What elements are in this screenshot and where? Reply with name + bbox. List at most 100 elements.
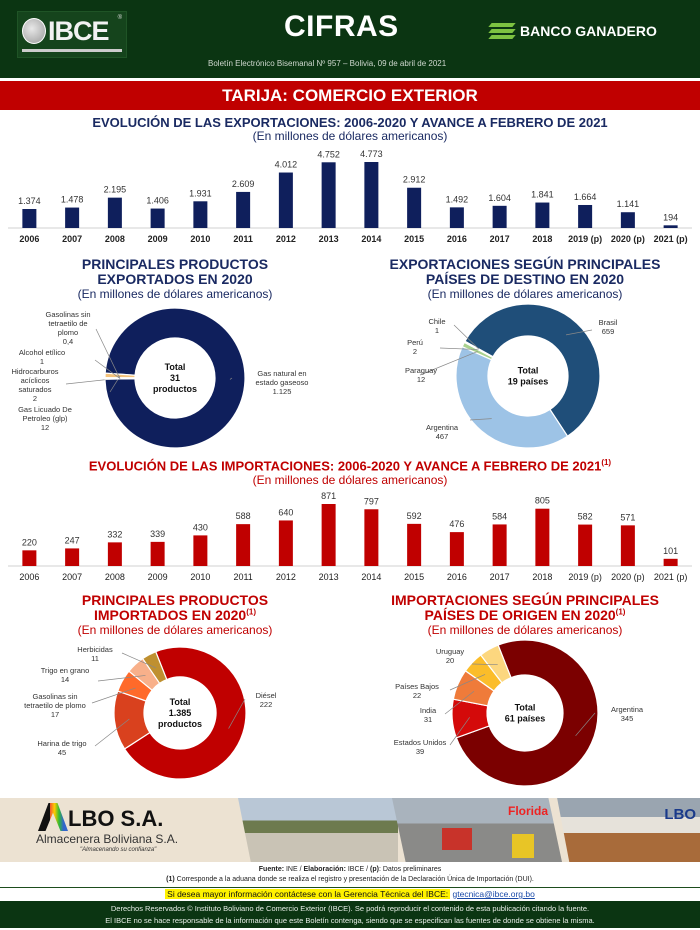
leader-line <box>453 324 480 350</box>
slice-di-sel <box>123 646 247 780</box>
x-tick-label: 2008 <box>105 572 125 582</box>
leader-line <box>94 359 121 379</box>
bar-2015 <box>407 523 422 566</box>
slice-label: Perú <box>407 338 423 347</box>
bar-2015 <box>407 187 422 228</box>
bar-value-label: 1.841 <box>531 190 554 200</box>
donut-center-label: 1.385 <box>169 708 192 718</box>
bar-value-label: 1.931 <box>189 188 212 198</box>
imports-countries-title-1: IMPORTACIONES SEGÚN PRINCIPALES <box>391 592 659 608</box>
copyright-block: Derechos Reservados © Instituto Bolivian… <box>0 901 700 928</box>
bar-value-label: 247 <box>65 535 80 545</box>
donut-center-label: productos <box>158 719 202 729</box>
leader-line <box>565 329 593 336</box>
bar-value-label: 871 <box>321 491 336 501</box>
bar-2021 (p) <box>663 558 678 566</box>
slice-label: acíclicos <box>21 376 50 385</box>
footnote-marker: (1) <box>601 458 612 467</box>
x-tick-label: 2019 (p) <box>568 234 602 244</box>
exports-products-title-2: EXPORTADOS EN 2020 <box>97 271 253 287</box>
imports-products-title-2: IMPORTADOS EN 2020(1) <box>0 607 350 623</box>
bar-value-label: 4.752 <box>317 149 340 159</box>
bar-value-label: 1.604 <box>488 193 511 203</box>
x-tick-label: 2021 (p) <box>654 234 688 244</box>
slice-label: Gas Licuado De <box>18 405 72 414</box>
x-tick-label: 2016 <box>447 234 467 244</box>
x-tick-label: 2011 <box>233 572 252 582</box>
x-tick-label: 2019 (p) <box>568 572 602 582</box>
slice-brasil <box>464 303 601 438</box>
photo-sign-albo: LBO <box>664 806 696 823</box>
bar-value-label: 592 <box>407 511 422 521</box>
bar-2006 <box>22 209 37 228</box>
photo-warehouse: LBO <box>557 798 700 862</box>
slice-label: 20 <box>446 656 454 665</box>
leader-line <box>229 377 233 380</box>
bar-2020 (p) <box>620 525 635 566</box>
source-label: Fuente: <box>258 866 285 873</box>
x-tick-label: 2010 <box>190 234 210 244</box>
bar-2007 <box>65 548 80 566</box>
x-tick-label: 2014 <box>361 572 381 582</box>
leader-line <box>444 690 475 715</box>
photo-forklifts: Florida <box>392 798 562 862</box>
header: IBCE ® CIFRAS BANCO GANADERO Boletín Ele… <box>0 0 700 78</box>
imports-products-subtitle: (En millones de dólares americanos) <box>77 623 273 637</box>
contact-email-link[interactable]: gtecnica@ibce.org.bo <box>452 889 535 899</box>
bar-2011 <box>236 191 251 228</box>
bar-value-label: 2.609 <box>232 179 255 189</box>
slice-label: Hidrocarburos <box>11 367 58 376</box>
x-tick-label: 2012 <box>276 234 296 244</box>
bar-2011 <box>236 524 251 566</box>
x-tick-label: 2007 <box>62 234 82 244</box>
slice-uruguay <box>479 644 512 684</box>
albo-company: Almacenera Boliviana S.A. <box>36 832 179 846</box>
x-tick-label: 2017 <box>490 572 510 582</box>
bar-value-label: 101 <box>663 546 678 556</box>
preliminary-label: (p) <box>370 866 379 873</box>
donut-center-label: Total <box>170 697 191 707</box>
albo-sponsor-banner[interactable]: LBO S.A. Almacenera Boliviana S.A. "Alma… <box>0 798 700 862</box>
ibce-logo[interactable]: IBCE ® <box>17 11 127 58</box>
leader-line <box>97 675 146 682</box>
slice-label: 22 <box>413 691 421 700</box>
bar-value-label: 584 <box>492 511 507 521</box>
exports-countries-title-1: EXPORTACIONES SEGÚN PRINCIPALES <box>389 256 661 272</box>
slice-label: 31 <box>424 715 432 724</box>
slice-label: Gasolinas sin <box>45 310 90 319</box>
slice-label: 467 <box>436 432 449 441</box>
slice-label: 1 <box>435 326 439 335</box>
bar-value-label: 430 <box>193 522 208 532</box>
registered-mark: ® <box>117 15 122 21</box>
slice-label: 14 <box>61 675 69 684</box>
slice-gas-natural-en-estado-gaseoso <box>104 307 246 449</box>
bar-2013 <box>321 504 336 566</box>
copyright-line-2: El IBCE no se hace responsable de la inf… <box>105 916 595 925</box>
bar-2016 <box>449 207 464 228</box>
donut-center-label: 61 países <box>505 714 546 724</box>
bar-2018 <box>535 508 550 566</box>
donut-center-label: 19 países <box>508 377 549 387</box>
imports-products-title-2-text: IMPORTADOS EN 2020 <box>93 607 247 623</box>
x-tick-label: 2020 (p) <box>611 234 645 244</box>
slice-label: 659 <box>602 327 615 336</box>
source-note: Fuente: INE / Elaboración: IBCE / (p): D… <box>0 866 700 873</box>
imports-countries-subtitle: (En millones de dólares americanos) <box>427 623 623 637</box>
slice-label: Petroleo (glp) <box>22 414 68 423</box>
slice-label: 345 <box>621 714 634 723</box>
slice-label: Harina de trigo <box>37 739 86 748</box>
contact-text: Si desea mayor información contáctese co… <box>165 889 451 899</box>
albo-brand: LBO S.A. <box>68 806 164 831</box>
slice-label: 0,4 <box>63 337 73 346</box>
imports-bar-title-text: EVOLUCIÓN DE LAS IMPORTACIONES: 2006-202… <box>88 458 602 474</box>
leader-line <box>94 718 130 747</box>
bar-2010 <box>193 201 208 228</box>
photo-truck-yard <box>238 798 398 862</box>
slice-label: tetraetilo de plomo <box>24 701 86 710</box>
sponsor-logo[interactable]: BANCO GANADERO <box>486 22 657 40</box>
bulletin-info: Boletín Electrónico Bisemanal Nº 957 – B… <box>208 59 447 68</box>
slice-label: Paraguay <box>405 366 437 375</box>
slice-label: Alcohol etílico <box>19 348 65 357</box>
bar-value-label: 805 <box>535 496 550 506</box>
bar-2021 (p) <box>663 225 678 228</box>
